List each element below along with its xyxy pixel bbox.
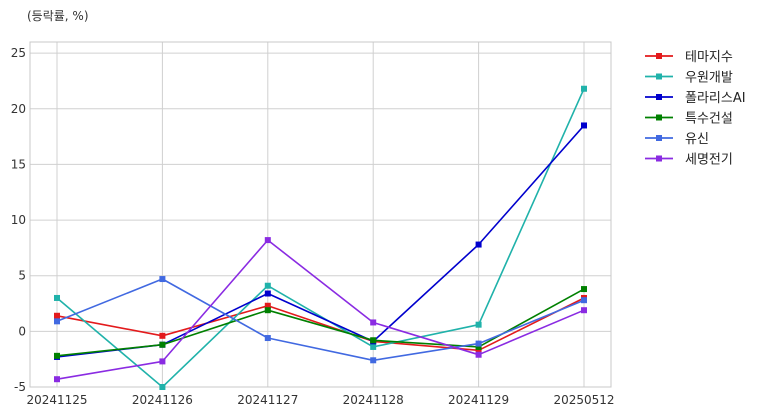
series-line bbox=[56, 88, 585, 388]
plot-frame bbox=[29, 41, 612, 388]
legend-label: 유신 bbox=[685, 132, 709, 147]
legend-entry: 테마지수 bbox=[645, 50, 733, 65]
grid-layer bbox=[30, 42, 611, 388]
data-point bbox=[264, 282, 271, 289]
legend-entry: 세명전기 bbox=[645, 153, 733, 168]
data-point bbox=[581, 122, 587, 129]
legend-marker bbox=[656, 73, 662, 80]
x-tick-label: 20241128 bbox=[343, 393, 404, 407]
data-point bbox=[475, 340, 482, 347]
data-point bbox=[370, 337, 377, 344]
series-2 bbox=[54, 85, 587, 390]
data-point bbox=[370, 343, 377, 350]
data-point bbox=[54, 294, 60, 301]
series-line bbox=[56, 124, 585, 358]
series-layer bbox=[54, 85, 587, 390]
data-point bbox=[264, 307, 271, 314]
data-point bbox=[370, 357, 377, 364]
legend-marker bbox=[656, 155, 662, 162]
y-tick-label: -5 bbox=[14, 380, 26, 394]
legend-marker bbox=[656, 53, 662, 59]
series-6 bbox=[54, 237, 587, 383]
data-point bbox=[475, 343, 482, 350]
data-point bbox=[159, 276, 166, 283]
data-point bbox=[264, 237, 271, 244]
data-point bbox=[475, 241, 482, 248]
data-point bbox=[54, 376, 60, 383]
data-point bbox=[159, 358, 166, 365]
legend-entry: 특수건설 bbox=[645, 112, 733, 127]
y-tick-label: 25 bbox=[11, 46, 26, 60]
x-tick-label: 20241125 bbox=[26, 393, 87, 407]
legend-marker bbox=[656, 135, 662, 141]
series-line bbox=[56, 288, 585, 357]
x-tick-label: 20250512 bbox=[553, 393, 614, 407]
data-point bbox=[581, 297, 587, 304]
series-4 bbox=[54, 286, 587, 359]
legend-marker bbox=[656, 114, 662, 121]
data-point bbox=[159, 341, 166, 348]
series-line bbox=[56, 297, 585, 352]
data-point bbox=[159, 332, 166, 339]
y-tick-label: 0 bbox=[18, 324, 26, 338]
data-point bbox=[581, 85, 587, 92]
legend-label: 테마지수 bbox=[685, 50, 733, 65]
series-1 bbox=[54, 294, 587, 354]
legend-marker bbox=[656, 94, 662, 100]
y-tick-label: 15 bbox=[11, 157, 26, 171]
data-point bbox=[370, 319, 377, 326]
data-point bbox=[475, 351, 482, 358]
y-tick-label: 20 bbox=[11, 102, 26, 116]
data-point bbox=[54, 352, 60, 359]
legend-entry: 유신 bbox=[645, 132, 709, 147]
series-line bbox=[56, 278, 585, 362]
data-point bbox=[159, 384, 166, 390]
data-point bbox=[264, 290, 271, 297]
data-point bbox=[475, 347, 482, 354]
unit-label: (등락률, %) bbox=[27, 9, 89, 23]
y-tick-label: 5 bbox=[18, 269, 26, 283]
series-5 bbox=[54, 276, 587, 364]
y-tick-label: 10 bbox=[11, 213, 26, 227]
data-point bbox=[581, 286, 587, 293]
data-point bbox=[475, 321, 482, 328]
legend-label: 세명전기 bbox=[685, 153, 733, 168]
legend-label: 우원개발 bbox=[685, 71, 733, 86]
data-point bbox=[264, 335, 271, 342]
legend-entry: 우원개발 bbox=[645, 71, 733, 86]
legend-label: 특수건설 bbox=[685, 112, 733, 127]
x-tick-label: 20241126 bbox=[132, 393, 193, 407]
axis-layer: -5 0 5 10 15 20 25 20241125 20241126 20241127 2024… bbox=[11, 41, 615, 407]
data-point bbox=[54, 312, 60, 319]
legend-entry: 폴라리스AI bbox=[645, 91, 746, 106]
x-tick-label: 20241127 bbox=[237, 393, 298, 407]
data-point bbox=[264, 302, 271, 309]
x-tick-label: 20241129 bbox=[448, 393, 509, 407]
data-point bbox=[54, 318, 60, 325]
data-point bbox=[581, 307, 587, 314]
series-line bbox=[56, 239, 585, 380]
legend-label: 폴라리스AI bbox=[685, 91, 746, 106]
